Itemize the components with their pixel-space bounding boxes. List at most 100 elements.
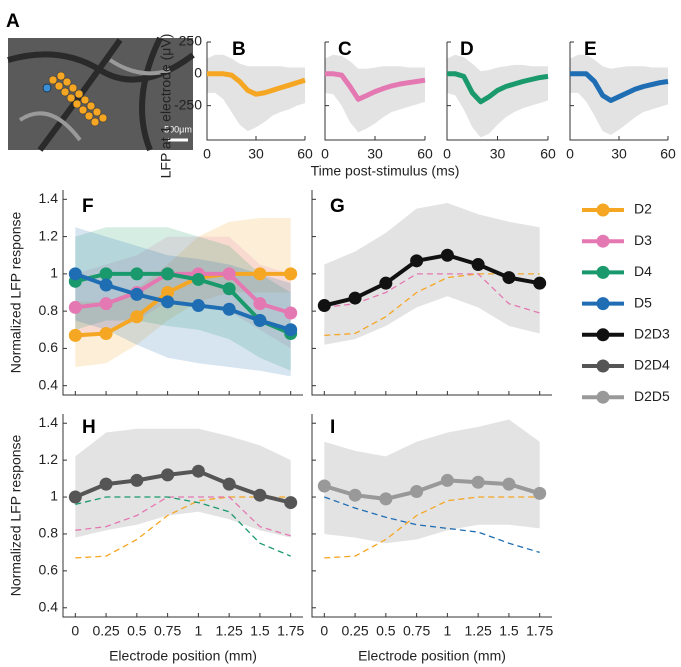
series-line xyxy=(447,71,549,105)
marker xyxy=(161,286,175,299)
legend-marker xyxy=(596,265,610,279)
x-tick-label: 30 xyxy=(490,146,506,162)
x-tick-label: 0 xyxy=(566,146,574,162)
x-tick-label: 60 xyxy=(417,146,433,162)
x-tick-label: 1.5 xyxy=(499,623,519,639)
marker xyxy=(317,299,331,313)
panel-letter: C xyxy=(338,39,352,60)
marker xyxy=(222,267,236,281)
legend-marker xyxy=(596,203,610,217)
legend-marker xyxy=(596,359,610,373)
panel-letter: D xyxy=(460,39,474,60)
y-axis-label: Normalized LFP response xyxy=(8,434,24,596)
legend-label: D2D3 xyxy=(634,326,670,342)
marker xyxy=(440,473,454,487)
x-tick-label: 60 xyxy=(540,146,556,162)
panel-letter: F xyxy=(82,196,94,217)
x-tick-label: 0 xyxy=(321,146,329,162)
marker xyxy=(191,299,205,313)
marker xyxy=(130,310,144,324)
marker xyxy=(284,496,298,510)
marker xyxy=(317,479,331,493)
marker xyxy=(253,313,267,327)
axis-line xyxy=(62,414,303,618)
marker xyxy=(161,295,175,309)
x-tick-label: 0.25 xyxy=(92,623,119,639)
marker xyxy=(533,276,547,290)
reference-line xyxy=(324,496,540,554)
x-tick-label: 30 xyxy=(611,146,627,162)
y-tick-label: 0.8 xyxy=(39,525,59,541)
x-tick-label: 0.75 xyxy=(154,623,181,639)
marker xyxy=(533,486,547,500)
x-tick-label: 1.75 xyxy=(277,623,304,639)
marker xyxy=(130,267,144,281)
marker xyxy=(502,477,516,491)
marker xyxy=(161,468,175,482)
legend-label: D3 xyxy=(634,232,652,248)
y-tick-label: -250 xyxy=(174,96,202,112)
reference-line xyxy=(75,496,291,537)
y-axis-label: LFP at 1 electrode (μV) xyxy=(158,34,174,179)
range-band xyxy=(75,218,291,367)
series-line xyxy=(325,71,426,102)
x-axis-label: Time post-stimulus (ms) xyxy=(311,163,460,179)
marker xyxy=(502,271,516,285)
marker xyxy=(253,267,267,281)
y-tick-label: 1.2 xyxy=(39,451,59,467)
marker xyxy=(348,291,362,305)
x-tick-label: 1.25 xyxy=(216,623,243,639)
marker xyxy=(284,306,298,320)
y-tick-label: 1.2 xyxy=(39,227,59,243)
series-line xyxy=(207,71,306,97)
range-band xyxy=(447,54,548,138)
legend-label: D5 xyxy=(634,294,652,310)
y-tick-label: 0.6 xyxy=(39,562,59,578)
marker xyxy=(68,490,82,504)
y-tick-label: 0.4 xyxy=(39,376,59,392)
x-tick-label: 0.75 xyxy=(403,623,430,639)
reference-line xyxy=(324,496,540,559)
marker xyxy=(222,282,236,296)
y-tick-label: 250 xyxy=(179,33,203,49)
panel-letter: I xyxy=(330,417,335,438)
legend-marker xyxy=(596,297,610,311)
x-axis-label: Electrode position (mm) xyxy=(358,648,506,664)
y-tick-label: 1 xyxy=(50,265,58,281)
panel-letter: A xyxy=(6,11,20,32)
x-tick-label: 1.75 xyxy=(526,623,553,639)
brain-image xyxy=(7,36,195,152)
legend-label: D2D4 xyxy=(634,357,670,373)
marker xyxy=(348,488,362,502)
reference-line xyxy=(324,273,540,314)
marker xyxy=(191,272,205,286)
marker xyxy=(161,267,175,281)
y-tick-label: 0 xyxy=(194,65,202,81)
marker xyxy=(99,327,113,340)
marker xyxy=(410,485,424,499)
marker xyxy=(99,297,113,311)
series-line xyxy=(570,71,669,103)
y-tick-label: 0.4 xyxy=(39,598,59,614)
x-tick-label: 60 xyxy=(297,146,313,162)
legend-label: D4 xyxy=(634,263,652,279)
marker xyxy=(222,302,236,316)
x-tick-label: 0.5 xyxy=(376,623,396,639)
range-band xyxy=(75,227,291,371)
marker xyxy=(68,328,82,342)
x-tick-label: 0 xyxy=(320,623,328,639)
x-tick-label: 1.25 xyxy=(465,623,492,639)
marker xyxy=(68,267,82,281)
marker xyxy=(471,475,485,489)
marker xyxy=(222,477,236,491)
axis-line xyxy=(311,414,552,618)
marker xyxy=(68,300,82,314)
axis-line xyxy=(62,190,303,396)
panel-letter: H xyxy=(82,417,96,438)
marker xyxy=(379,492,393,506)
marker xyxy=(99,278,113,292)
x-tick-label: 30 xyxy=(367,146,383,162)
marker xyxy=(99,477,113,491)
x-tick-label: 0.5 xyxy=(127,623,147,639)
